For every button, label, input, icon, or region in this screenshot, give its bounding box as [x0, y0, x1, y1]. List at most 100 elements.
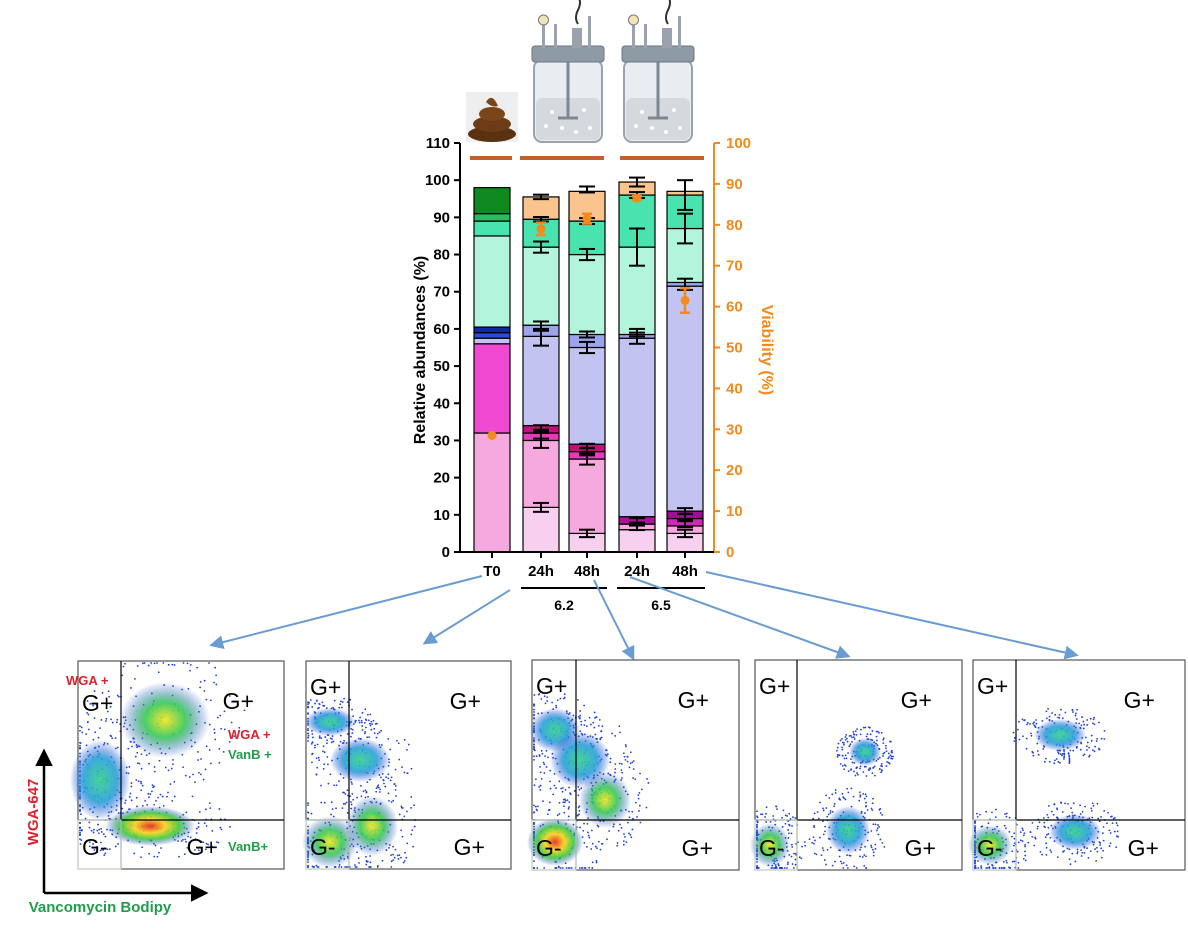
density-region [120, 682, 210, 758]
gate-label: G+ [678, 687, 709, 713]
density-region [302, 816, 358, 868]
y-axis-left: 0 10 20 30 40 50 60 70 80 90 100 110 [425, 135, 461, 561]
gate-label: G- [310, 834, 336, 860]
bar-stack [568, 190, 606, 553]
group-label: 6.5 [651, 597, 671, 613]
y2-tick-label: 80 [726, 217, 743, 234]
group-label: 6.2 [554, 597, 574, 613]
density-region [70, 740, 130, 820]
flow-panel: G+ G+ G- G+ [527, 659, 740, 871]
viability-point [487, 430, 497, 440]
density-region [330, 738, 390, 782]
error-bar [677, 212, 693, 245]
bars [473, 181, 704, 553]
flow-cytometry-panels: G+ G+G- G+WGA +WGA +VanB +VanB+G+G+G- G+G+G… [66, 659, 1186, 871]
annotation-label: WGA + [66, 673, 109, 688]
x-tick-label: 24h [624, 563, 650, 580]
y-axis-right: 0 10 20 30 40 50 60 70 80 90 100 [713, 135, 751, 561]
viability-points [487, 193, 690, 440]
arrow [593, 579, 635, 661]
density-region [849, 738, 881, 766]
stool-icon [466, 92, 518, 142]
gate-box [305, 819, 350, 870]
bar-stack [666, 190, 704, 553]
annotation-label: VanB+ [228, 839, 269, 854]
gate-label: G+ [1128, 835, 1159, 861]
flow-panel: G+ G+ G- G+ [302, 660, 512, 870]
error-bar [677, 528, 693, 539]
bar-segment [618, 337, 656, 518]
error-bar [579, 528, 595, 539]
viability-point [582, 212, 592, 225]
error-bar [533, 320, 549, 330]
error-bar [629, 524, 645, 532]
flow-panel: G+ G+ G- G+ [968, 659, 1186, 871]
density-region [527, 818, 583, 866]
y-tick-label: 60 [433, 321, 450, 338]
gate-label: G+ [536, 673, 567, 699]
gate-box [77, 819, 122, 870]
error-bar [533, 193, 549, 201]
bar-segment [522, 246, 560, 326]
y2-tick-label: 0 [726, 544, 734, 561]
error-bar [579, 442, 595, 450]
error-bar [579, 185, 595, 194]
error-bar [629, 327, 645, 338]
error-bar [677, 507, 693, 516]
bar-segment [522, 506, 560, 553]
error-bars [533, 176, 693, 539]
error-bar [629, 227, 645, 267]
y-tick-label: 70 [433, 284, 450, 301]
error-bar [533, 215, 549, 223]
illustration-icons [466, 0, 704, 160]
gate-label: G+ [454, 834, 485, 860]
bar-segment [473, 220, 511, 237]
bar-segment [473, 337, 511, 345]
arrow [209, 575, 483, 650]
bioreactor-icon [531, 0, 605, 143]
flow-axes: WGA-647 Vancomycin Bodipy [25, 748, 209, 916]
y2-tick-label: 30 [726, 421, 743, 438]
y-tick-label: 0 [442, 544, 450, 561]
gate-label: G+ [682, 835, 713, 861]
x-axis: T0 24h 48h 24h 48h 6.2 6.5 [460, 551, 714, 613]
density-region [1049, 814, 1101, 850]
bar-segment [473, 187, 511, 215]
gate-label: G- [536, 835, 562, 861]
gate-label: G+ [223, 688, 254, 714]
x-tick-label: 24h [528, 563, 554, 580]
bar-segment [473, 235, 511, 328]
gate-box [754, 819, 798, 871]
annotation-label: VanB + [228, 747, 272, 762]
bar-segment [522, 335, 560, 427]
error-bar [533, 240, 549, 254]
x-tick-label: T0 [483, 563, 501, 580]
error-bar [677, 179, 693, 211]
annotation-label: WGA + [228, 727, 271, 742]
flow-x-label: Vancomycin Bodipy [29, 899, 172, 916]
gate-label: G+ [901, 687, 932, 713]
bar-segment [473, 343, 511, 434]
bar-segment [522, 196, 560, 220]
gate-label: G+ [977, 673, 1008, 699]
error-bar [579, 247, 595, 262]
viability-point [536, 221, 546, 237]
gate-label: G+ [310, 674, 341, 700]
density-region [579, 772, 631, 828]
error-bar [579, 330, 595, 339]
gate-label: G+ [187, 834, 218, 860]
density-region [968, 825, 1012, 865]
bar-segment [473, 432, 511, 553]
y2-tick-label: 10 [726, 503, 743, 520]
density-region [550, 732, 610, 788]
y-tick-label: 100 [425, 172, 450, 189]
density-region [1034, 719, 1086, 751]
gate-label: G- [759, 835, 785, 861]
y2-tick-label: 60 [726, 299, 743, 316]
density-region [826, 806, 870, 854]
bioreactor-icon [621, 0, 695, 143]
y2-tick-label: 90 [726, 176, 743, 193]
bar-segment [473, 326, 511, 334]
error-bar [629, 176, 645, 188]
